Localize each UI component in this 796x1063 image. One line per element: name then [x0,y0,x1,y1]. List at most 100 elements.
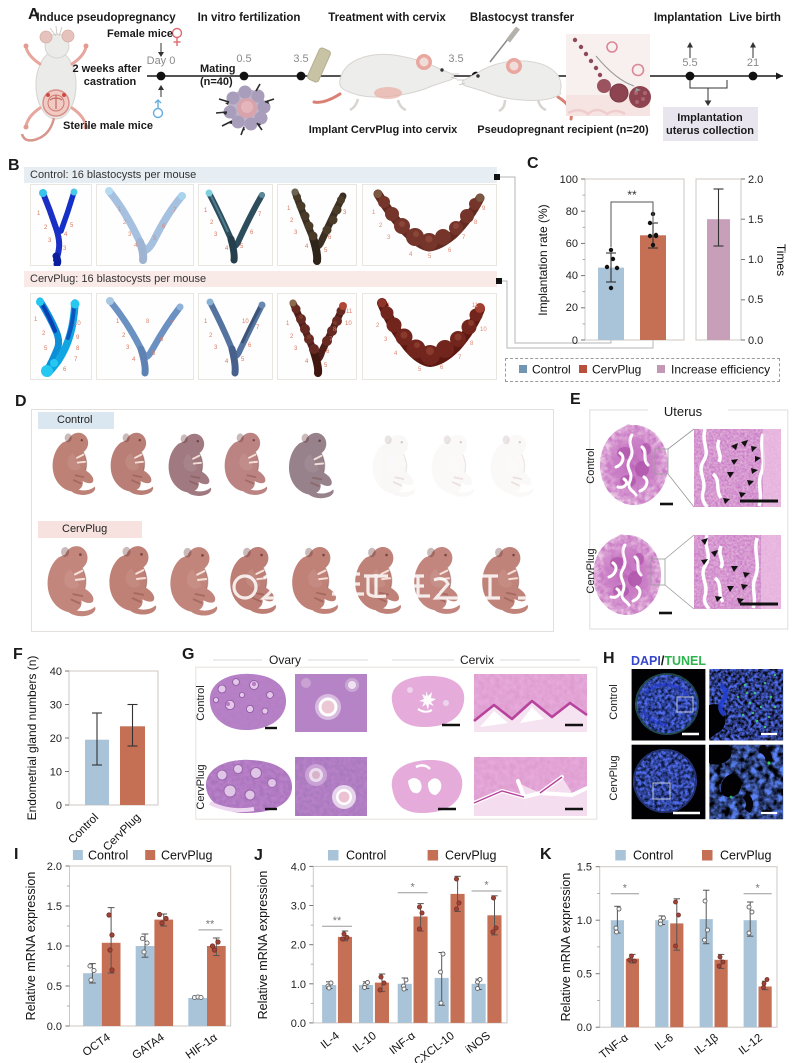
svg-text:Implantation: Implantation [654,12,722,24]
svg-text:*: * [623,882,628,894]
svg-text:0.0: 0.0 [577,1022,592,1034]
svg-text:60: 60 [566,238,578,250]
svg-text:0.0: 0.0 [748,335,763,347]
svg-text:7: 7 [258,212,262,218]
svg-text:*: * [755,882,760,894]
svg-text:4: 4 [132,357,136,363]
svg-text:5: 5 [324,248,328,254]
svg-text:1: 1 [204,208,208,214]
svg-text:10: 10 [480,327,487,333]
svg-text:10: 10 [50,767,62,779]
svg-text:IL-10: IL-10 [351,1030,379,1056]
svg-text:Implantation rate (%): Implantation rate (%) [536,204,550,315]
svg-text:1: 1 [37,211,41,217]
svg-text:0: 0 [56,800,62,812]
svg-text:5: 5 [152,351,156,357]
svg-text:2: 2 [376,323,380,329]
svg-text:5: 5 [70,223,74,229]
svg-text:3: 3 [48,238,52,244]
svg-text:CervPlug: CervPlug [161,849,212,863]
svg-text:**: ** [627,188,637,202]
svg-text:Cervix: Cervix [460,653,494,667]
svg-text:**: ** [333,915,342,927]
svg-text:Day 0: Day 0 [147,55,176,67]
svg-text:Relative mRNA expression: Relative mRNA expression [559,873,573,1022]
svg-text:2: 2 [210,220,214,226]
svg-text:30: 30 [50,700,62,712]
svg-text:5: 5 [44,346,48,352]
svg-text:6: 6 [63,367,67,373]
svg-text:CervPlug: CervPlug [592,363,641,377]
svg-text:4: 4 [394,351,398,357]
svg-text:10: 10 [74,321,81,327]
svg-text:*: * [484,880,489,892]
svg-text:3: 3 [214,345,218,351]
svg-text:0.5: 0.5 [577,969,592,981]
svg-text:1.0: 1.0 [748,254,763,266]
svg-text:5: 5 [241,357,245,363]
svg-text:8: 8 [333,327,337,333]
svg-text:Mating: Mating [200,63,235,75]
svg-text:Induce pseudopregnancy: Induce pseudopregnancy [36,12,176,24]
svg-text:1: 1 [372,210,376,216]
svg-text:Blastocyst transfer: Blastocyst transfer [470,12,575,24]
svg-text:7: 7 [458,355,462,361]
svg-text:IL-1β: IL-1β [693,1032,722,1058]
svg-text:80: 80 [566,206,578,218]
svg-text:6: 6 [248,343,252,349]
svg-text:1: 1 [387,303,391,309]
svg-text:1.5: 1.5 [577,862,592,874]
svg-text:GATA4: GATA4 [130,1031,167,1062]
svg-text:OCT4: OCT4 [81,1031,114,1059]
svg-text:CervPlug: CervPlug [195,764,207,809]
svg-text:Control: Control [585,448,597,483]
svg-text:iNOS: iNOS [464,1030,493,1057]
svg-text:3: 3 [387,235,391,241]
svg-text:2: 2 [123,220,127,226]
svg-text:7: 7 [74,357,78,363]
svg-text:Control: Control [608,684,620,719]
svg-text:2: 2 [290,218,294,224]
svg-text:Live birth: Live birth [729,12,781,24]
svg-text:2: 2 [379,223,383,229]
svg-text:1.5: 1.5 [748,214,763,226]
svg-text:Relative mRNA expression: Relative mRNA expression [256,871,270,1020]
svg-text:Relative mRNA expression: Relative mRNA expression [24,872,38,1021]
svg-text:5: 5 [324,363,328,369]
svg-text:3: 3 [343,210,347,216]
svg-text:11: 11 [346,309,353,315]
svg-text:6: 6 [250,230,254,236]
svg-text:Endometrial gland numbers (n): Endometrial gland numbers (n) [25,656,39,821]
svg-text:4: 4 [64,232,68,238]
svg-text:0.5: 0.5 [236,53,251,65]
svg-text:5: 5 [428,254,432,260]
svg-text:uterus collection: uterus collection [666,125,754,137]
svg-text:castration: castration [84,76,137,88]
svg-text:40: 40 [566,270,578,282]
svg-text:2.0: 2.0 [748,174,763,186]
svg-text:6: 6 [326,349,330,355]
svg-text:0.0: 0.0 [47,1021,62,1033]
svg-text:8: 8 [470,341,474,347]
svg-text:2: 2 [44,225,48,231]
svg-text:3.0: 3.0 [291,901,306,913]
svg-text:*: * [410,881,415,893]
svg-text:3: 3 [294,346,298,352]
svg-text:10: 10 [242,319,249,325]
svg-text:9: 9 [482,206,486,212]
svg-text:Treatment with cervix: Treatment with cervix [328,12,446,24]
svg-text:6: 6 [328,235,332,241]
svg-text:3: 3 [63,246,67,252]
svg-text:2: 2 [122,333,126,339]
svg-text:1: 1 [204,319,208,325]
svg-text:3: 3 [126,345,130,351]
svg-text:2: 2 [290,334,294,340]
svg-text:5: 5 [153,236,157,242]
svg-text:1: 1 [287,206,291,212]
svg-text:0.0: 0.0 [291,1018,306,1030]
svg-text:5: 5 [418,367,422,373]
svg-text:CervPlug: CervPlug [445,849,496,863]
svg-text:1: 1 [116,319,120,325]
svg-text:DAPI/TUNEL: DAPI/TUNEL [631,654,706,668]
svg-text:4: 4 [409,252,413,258]
